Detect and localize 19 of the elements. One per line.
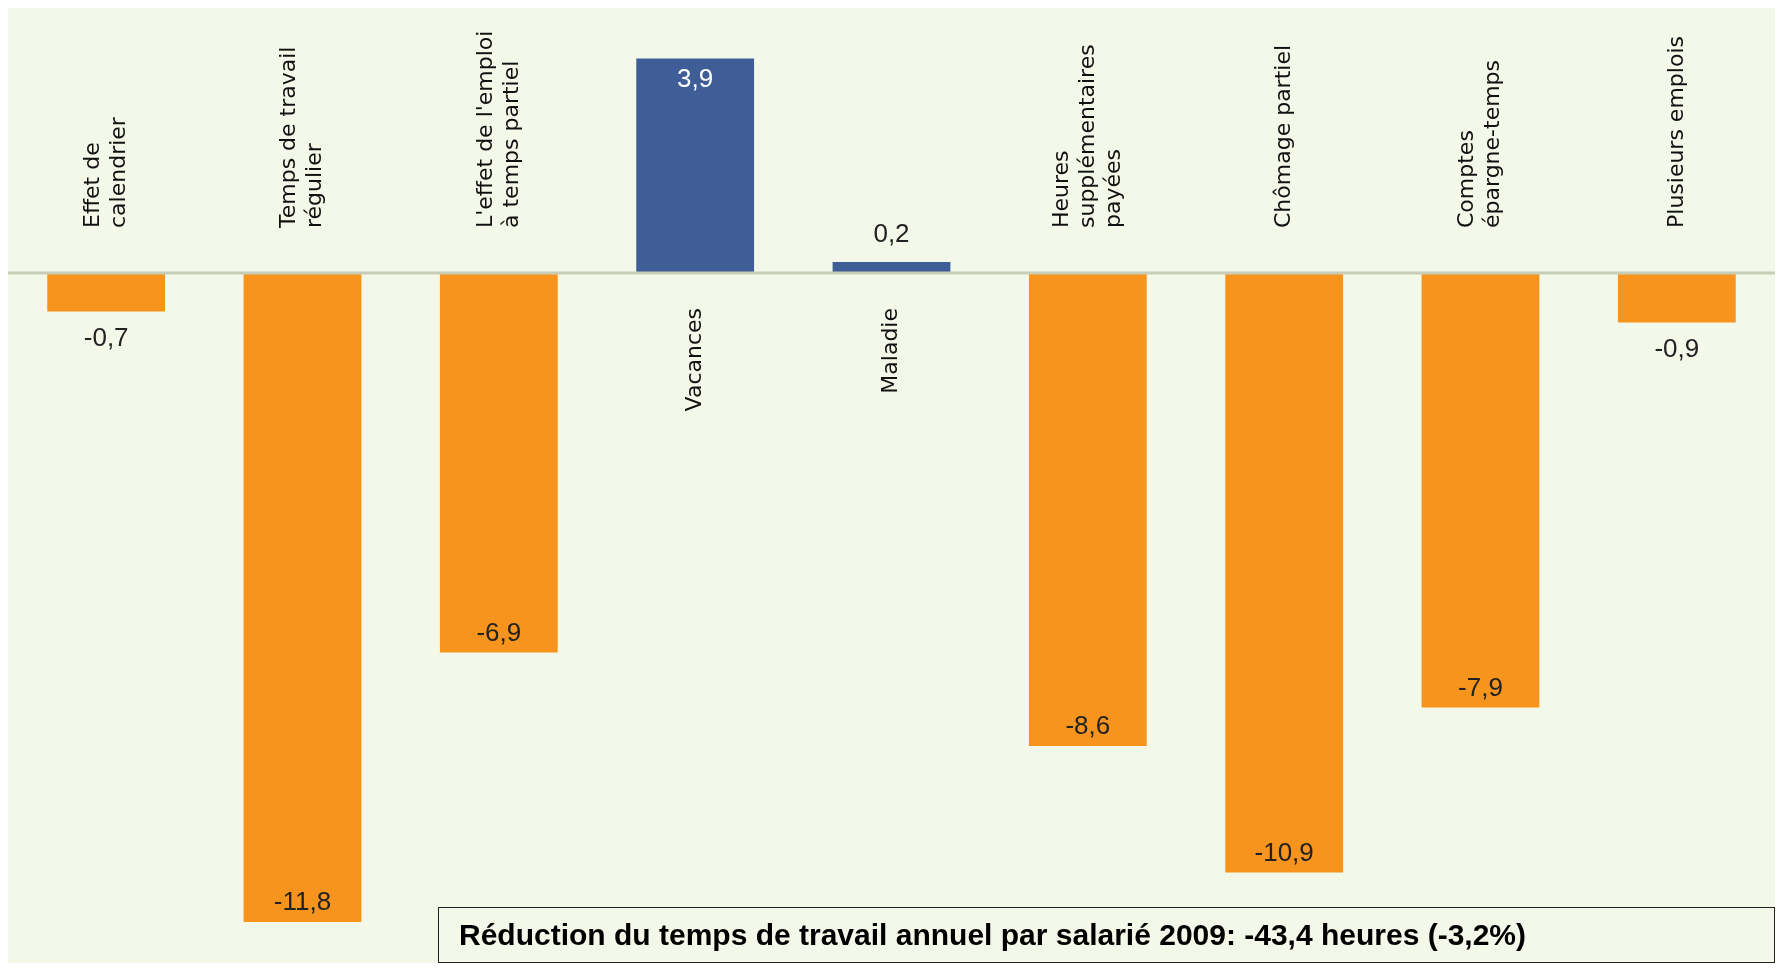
data-label: -10,9 [1254, 836, 1314, 867]
x-tick-label: Comptes épargne-temps [1453, 59, 1505, 228]
data-label: -7,9 [1458, 671, 1503, 702]
data-label: -0,7 [83, 321, 129, 352]
x-tick-label: Vacances [680, 308, 706, 412]
data-label: -0,9 [1654, 332, 1700, 363]
x-tick-label: Maladie [877, 308, 903, 394]
data-label: 3,9 [677, 62, 714, 93]
x-tick-label: Effet de calendrier [78, 116, 130, 228]
x-tick-label: Heures supplémentaires payées [1047, 44, 1125, 228]
data-label: 0,2 [873, 218, 910, 249]
x-tick-label: Plusieurs emplois [1662, 36, 1688, 228]
x-tick-label: L'effet de l'emploi à temps partiel [471, 30, 523, 228]
data-label: -8,6 [1065, 710, 1111, 741]
annotation: Réduction du temps de travail annuel par salarié 2009: -43,4 heures (-3,2%) [438, 907, 1775, 963]
x-tick-label: Temps de travail régulier [275, 46, 327, 229]
x-tick-label: Chômage partiel [1269, 44, 1295, 228]
data-label: -11,8 [273, 886, 332, 917]
data-label: -6,9 [476, 616, 522, 647]
